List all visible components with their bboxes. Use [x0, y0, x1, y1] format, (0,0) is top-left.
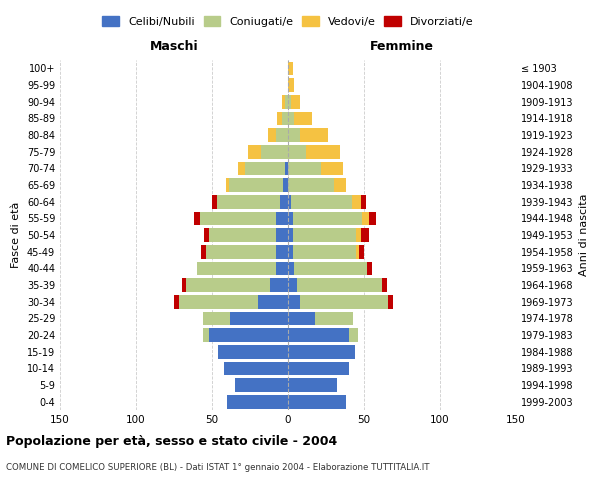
Bar: [209, 328, 288, 342]
Text: Popolazione per età, sesso e stato civile - 2004: Popolazione per età, sesso e stato civil…: [6, 435, 337, 448]
Bar: [268, 128, 276, 142]
Bar: [209, 228, 276, 242]
Bar: [388, 295, 393, 308]
Bar: [276, 262, 288, 275]
Text: Maschi: Maschi: [149, 40, 199, 52]
Bar: [285, 95, 288, 108]
Bar: [288, 328, 349, 342]
Bar: [235, 378, 288, 392]
Bar: [293, 212, 362, 225]
Bar: [288, 162, 322, 175]
Bar: [245, 162, 285, 175]
Bar: [282, 112, 288, 125]
Bar: [186, 278, 270, 292]
Bar: [200, 212, 276, 225]
Bar: [300, 295, 388, 308]
Legend: Celibi/Nubili, Coniugati/e, Vedovi/e, Divorziati/e: Celibi/Nubili, Coniugati/e, Vedovi/e, Di…: [99, 13, 477, 30]
Bar: [260, 145, 288, 158]
Bar: [285, 162, 288, 175]
Bar: [291, 95, 300, 108]
Bar: [356, 228, 361, 242]
Bar: [288, 95, 291, 108]
Bar: [203, 328, 209, 342]
Bar: [288, 378, 337, 392]
Bar: [205, 228, 209, 242]
Bar: [197, 262, 276, 275]
Bar: [368, 212, 376, 225]
Bar: [230, 312, 288, 325]
Bar: [288, 145, 306, 158]
Bar: [288, 345, 355, 358]
Bar: [206, 245, 276, 258]
Bar: [306, 145, 340, 158]
Bar: [361, 228, 368, 242]
Bar: [179, 295, 257, 308]
Bar: [361, 195, 365, 208]
Bar: [194, 212, 200, 225]
Bar: [382, 278, 387, 292]
Bar: [288, 62, 293, 75]
Bar: [288, 295, 300, 308]
Bar: [356, 245, 359, 258]
Bar: [288, 278, 297, 292]
Bar: [362, 212, 368, 225]
Bar: [316, 312, 353, 325]
Bar: [270, 278, 288, 292]
Bar: [294, 112, 313, 125]
Bar: [300, 128, 328, 142]
Y-axis label: Anni di nascita: Anni di nascita: [579, 194, 589, 276]
Bar: [288, 395, 346, 408]
Bar: [367, 262, 371, 275]
Bar: [217, 195, 280, 208]
Bar: [276, 212, 288, 225]
Bar: [291, 195, 352, 208]
Bar: [229, 178, 283, 192]
Bar: [283, 178, 288, 192]
Bar: [288, 362, 349, 375]
Bar: [322, 162, 343, 175]
Bar: [288, 178, 334, 192]
Bar: [349, 328, 358, 342]
Bar: [182, 278, 186, 292]
Bar: [359, 245, 364, 258]
Bar: [288, 128, 300, 142]
Bar: [288, 112, 294, 125]
Bar: [238, 162, 245, 175]
Bar: [174, 295, 179, 308]
Bar: [282, 95, 285, 108]
Bar: [277, 112, 282, 125]
Bar: [334, 178, 346, 192]
Bar: [288, 212, 293, 225]
Bar: [203, 312, 230, 325]
Bar: [293, 245, 356, 258]
Bar: [288, 245, 293, 258]
Bar: [227, 395, 288, 408]
Bar: [288, 195, 291, 208]
Bar: [276, 245, 288, 258]
Bar: [288, 262, 294, 275]
Bar: [218, 345, 288, 358]
Bar: [226, 178, 229, 192]
Bar: [352, 195, 361, 208]
Bar: [276, 128, 288, 142]
Bar: [212, 195, 217, 208]
Bar: [288, 228, 293, 242]
Bar: [288, 78, 294, 92]
Bar: [276, 228, 288, 242]
Bar: [257, 295, 288, 308]
Text: Femmine: Femmine: [370, 40, 434, 52]
Y-axis label: Fasce di età: Fasce di età: [11, 202, 21, 268]
Bar: [293, 228, 356, 242]
Bar: [202, 245, 206, 258]
Bar: [248, 145, 260, 158]
Bar: [297, 278, 382, 292]
Bar: [280, 195, 288, 208]
Bar: [294, 262, 367, 275]
Text: COMUNE DI COMELICO SUPERIORE (BL) - Dati ISTAT 1° gennaio 2004 - Elaborazione TU: COMUNE DI COMELICO SUPERIORE (BL) - Dati…: [6, 462, 430, 471]
Bar: [224, 362, 288, 375]
Bar: [288, 312, 316, 325]
